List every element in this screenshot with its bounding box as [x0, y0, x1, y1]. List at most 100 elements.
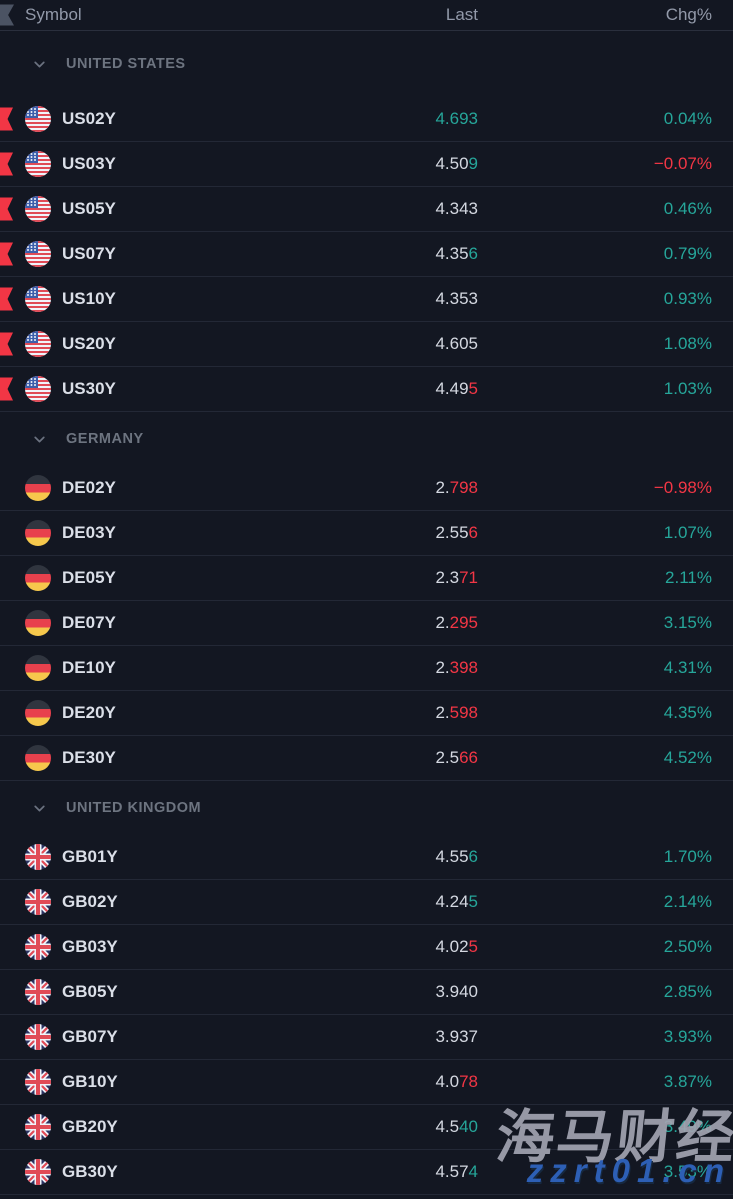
- symbol-row-us05y[interactable]: US05Y 4.343 0.46%: [0, 187, 733, 232]
- chg-percent-value: 4.35%: [663, 703, 712, 722]
- uk-flag-icon: [25, 889, 51, 915]
- last-value: 2.556: [435, 523, 478, 542]
- symbol-row-gb02y[interactable]: GB02Y 4.245 2.14%: [0, 880, 733, 925]
- symbol-cell: GB07Y: [0, 1024, 244, 1050]
- symbol-cell: GB10Y: [0, 1069, 244, 1095]
- us-flag-icon: [25, 151, 51, 177]
- symbol-name: DE20Y: [62, 703, 116, 722]
- red-flag-marker-icon[interactable]: [0, 242, 13, 266]
- symbol-name: DE10Y: [62, 658, 116, 677]
- us-flag-icon: [25, 286, 51, 312]
- column-header-symbol[interactable]: Symbol: [0, 4, 244, 26]
- germany-flag-icon: [25, 610, 51, 636]
- column-header-last[interactable]: Last: [244, 5, 478, 25]
- symbol-row-us20y[interactable]: US20Y 4.605 1.08%: [0, 322, 733, 367]
- chg-percent-value: 1.07%: [663, 523, 712, 542]
- symbol-row-de10y[interactable]: DE10Y 2.398 4.31%: [0, 646, 733, 691]
- chg-percent-value: 3.87%: [663, 1072, 712, 1091]
- chg-percent-value: 2.85%: [663, 982, 712, 1001]
- symbol-name: GB05Y: [62, 982, 118, 1001]
- symbol-row-de05y[interactable]: DE05Y 2.371 2.11%: [0, 556, 733, 601]
- last-value: 4.556: [435, 847, 478, 866]
- symbol-cell: DE05Y: [0, 565, 244, 591]
- flag-marker-icon: [0, 4, 14, 26]
- section-label: UNITED STATES: [66, 56, 186, 72]
- red-flag-marker-icon[interactable]: [0, 332, 13, 356]
- symbol-row-gb20y[interactable]: GB20Y 4.540 3.49%: [0, 1105, 733, 1150]
- symbol-cell: US30Y: [0, 376, 244, 402]
- symbol-row-de07y[interactable]: DE07Y 2.295 3.15%: [0, 601, 733, 646]
- symbol-name: GB07Y: [62, 1027, 118, 1046]
- chg-percent-value: 2.14%: [663, 892, 712, 911]
- us-flag-icon: [25, 376, 51, 402]
- germany-flag-icon: [25, 745, 51, 771]
- red-flag-marker-icon[interactable]: [0, 287, 13, 311]
- last-value: 4.605: [435, 334, 478, 353]
- chg-percent-value: −0.07%: [653, 154, 712, 173]
- chg-percent-value: 2.11%: [665, 568, 712, 587]
- last-value: 4.574: [435, 1162, 478, 1181]
- symbol-name: DE05Y: [62, 568, 116, 587]
- symbol-name: GB01Y: [62, 847, 118, 866]
- us-flag-icon: [25, 331, 51, 357]
- symbol-row-gb07y[interactable]: GB07Y 3.937 3.93%: [0, 1015, 733, 1060]
- symbol-name: DE02Y: [62, 478, 116, 497]
- symbol-row-gb01y[interactable]: GB01Y 4.556 1.70%: [0, 835, 733, 880]
- chg-percent-value: 0.93%: [663, 289, 712, 308]
- symbol-name: US10Y: [62, 289, 116, 308]
- symbol-row-de20y[interactable]: DE20Y 2.598 4.35%: [0, 691, 733, 736]
- symbol-row-gb03y[interactable]: GB03Y 4.025 2.50%: [0, 925, 733, 970]
- watchlist-header: Symbol Last Chg%: [0, 0, 733, 31]
- last-value: 2.295: [435, 613, 478, 632]
- symbol-name: GB20Y: [62, 1117, 118, 1136]
- symbol-cell: GB05Y: [0, 979, 244, 1005]
- symbol-row-gb30y[interactable]: GB30Y 4.574 3.53%: [0, 1150, 733, 1195]
- chg-percent-value: 2.50%: [663, 937, 712, 956]
- symbol-row-de02y[interactable]: DE02Y 2.798 −0.98%: [0, 466, 733, 511]
- symbol-cell: US20Y: [0, 331, 244, 357]
- symbol-row-us03y[interactable]: US03Y 4.509 −0.07%: [0, 142, 733, 187]
- symbol-row-de03y[interactable]: DE03Y 2.556 1.07%: [0, 511, 733, 556]
- chg-percent-value: 4.31%: [663, 658, 712, 677]
- chg-percent-value: 1.70%: [663, 847, 712, 866]
- chevron-down-icon[interactable]: [32, 801, 47, 816]
- last-value: 2.598: [435, 703, 478, 722]
- symbol-row-us07y[interactable]: US07Y 4.356 0.79%: [0, 232, 733, 277]
- symbol-row-us02y[interactable]: US02Y 4.693 0.04%: [0, 97, 733, 142]
- last-value: 4.353: [435, 289, 478, 308]
- germany-flag-icon: [25, 565, 51, 591]
- last-value: 4.025: [435, 937, 478, 956]
- germany-flag-icon: [25, 475, 51, 501]
- us-flag-icon: [25, 196, 51, 222]
- uk-flag-icon: [25, 1024, 51, 1050]
- section-header-united-kingdom[interactable]: UNITED KINGDOM: [0, 781, 733, 835]
- column-header-chg[interactable]: Chg%: [478, 5, 712, 25]
- symbol-name: DE03Y: [62, 523, 116, 542]
- section-header-germany[interactable]: GERMANY: [0, 412, 733, 466]
- symbol-row-us10y[interactable]: US10Y 4.353 0.93%: [0, 277, 733, 322]
- last-value: 2.398: [435, 658, 478, 677]
- symbol-row-de30y[interactable]: DE30Y 2.566 4.52%: [0, 736, 733, 781]
- chg-header-label: Chg%: [665, 5, 712, 24]
- section-header-united-states[interactable]: UNITED STATES: [0, 31, 733, 97]
- chevron-down-icon[interactable]: [32, 57, 47, 72]
- symbol-name: GB02Y: [62, 892, 118, 911]
- symbol-name: US07Y: [62, 244, 116, 263]
- symbol-name: US02Y: [62, 109, 116, 128]
- symbol-cell: DE07Y: [0, 610, 244, 636]
- symbol-row-gb10y[interactable]: GB10Y 4.078 3.87%: [0, 1060, 733, 1105]
- symbol-cell: US07Y: [0, 241, 244, 267]
- uk-flag-icon: [25, 1069, 51, 1095]
- red-flag-marker-icon[interactable]: [0, 377, 13, 401]
- red-flag-marker-icon[interactable]: [0, 197, 13, 221]
- last-value: 4.078: [435, 1072, 478, 1091]
- red-flag-marker-icon[interactable]: [0, 107, 13, 131]
- last-value: 4.509: [435, 154, 478, 173]
- symbol-row-us30y[interactable]: US30Y 4.495 1.03%: [0, 367, 733, 412]
- symbol-name: GB30Y: [62, 1162, 118, 1181]
- chevron-down-icon[interactable]: [32, 432, 47, 447]
- symbol-row-gb05y[interactable]: GB05Y 3.940 2.85%: [0, 970, 733, 1015]
- red-flag-marker-icon[interactable]: [0, 152, 13, 176]
- last-value: 3.937: [435, 1027, 478, 1046]
